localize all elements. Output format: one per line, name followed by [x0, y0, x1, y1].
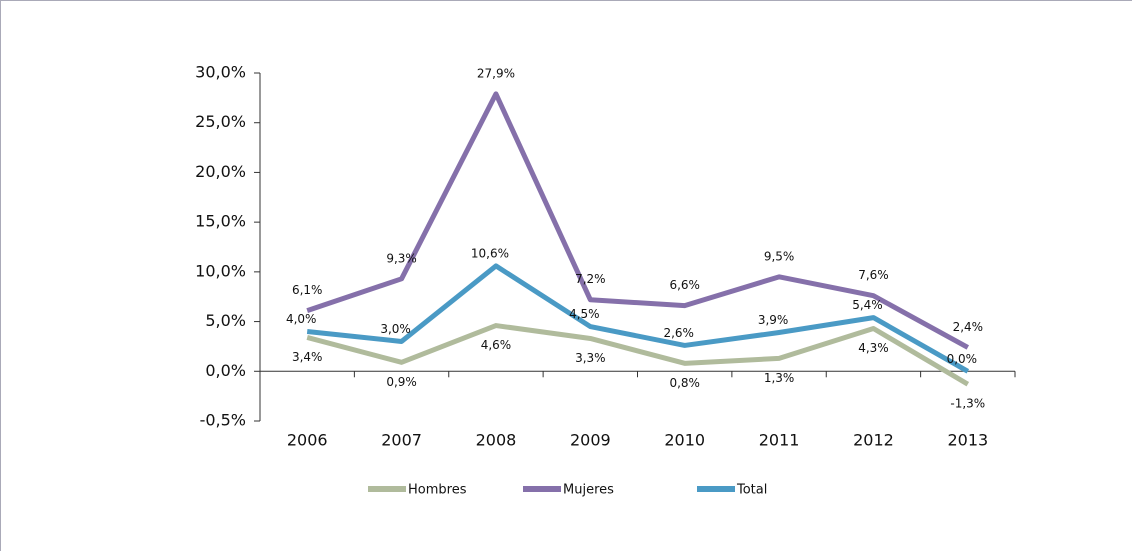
legend-label: Mujeres — [563, 483, 614, 498]
data-label: 0,8% — [669, 376, 700, 390]
y-tick-label: 15,0% — [195, 212, 246, 231]
data-label: 0,9% — [386, 375, 417, 389]
data-label: 3,4% — [292, 350, 323, 364]
data-label: 4,3% — [858, 341, 889, 355]
data-label: 4,0% — [286, 312, 317, 326]
data-label: 3,9% — [758, 313, 789, 327]
series-line — [306, 263, 970, 374]
data-label: 10,6% — [471, 246, 509, 260]
series-line — [306, 91, 970, 350]
x-tick-label: 2010 — [664, 431, 705, 450]
data-label: 4,5% — [569, 307, 600, 321]
data-label: 4,6% — [481, 338, 512, 352]
data-label: 0,0% — [947, 352, 978, 366]
y-tick-label: 5,0% — [205, 311, 246, 330]
data-label: 2,6% — [663, 326, 694, 340]
data-label: 6,1% — [292, 283, 323, 297]
y-tick-label: 30,0% — [195, 63, 246, 82]
data-label: 9,5% — [764, 249, 795, 263]
data-label: 9,3% — [386, 251, 417, 265]
data-label: 6,6% — [669, 278, 700, 292]
x-tick-label: 2012 — [853, 431, 894, 450]
data-label: -1,3% — [950, 397, 985, 411]
x-tick-label: 2011 — [759, 431, 800, 450]
y-tick-label: 20,0% — [195, 162, 246, 181]
data-label: 3,3% — [575, 351, 606, 365]
y-tick-label: -0,5% — [200, 411, 246, 430]
data-label: 3,0% — [380, 322, 411, 336]
x-tick-label: 2013 — [947, 431, 988, 450]
legend-label: Hombres — [408, 483, 467, 498]
data-label: 5,4% — [852, 298, 883, 312]
y-tick-label: 10,0% — [195, 261, 246, 280]
data-label: 2,4% — [953, 320, 984, 334]
x-tick-label: 2006 — [287, 431, 328, 450]
x-tick-label: 2009 — [570, 431, 611, 450]
y-tick-label: 25,0% — [195, 112, 246, 131]
x-tick-label: 2008 — [476, 431, 517, 450]
series-line — [306, 323, 970, 387]
y-tick-label: 0,0% — [205, 361, 246, 380]
legend-label: Total — [736, 483, 767, 498]
data-label: 27,9% — [477, 66, 515, 80]
data-label: 7,6% — [858, 268, 889, 282]
x-tick-label: 2007 — [381, 431, 422, 450]
data-label: 7,2% — [575, 272, 606, 286]
data-label: 1,3% — [764, 371, 795, 385]
